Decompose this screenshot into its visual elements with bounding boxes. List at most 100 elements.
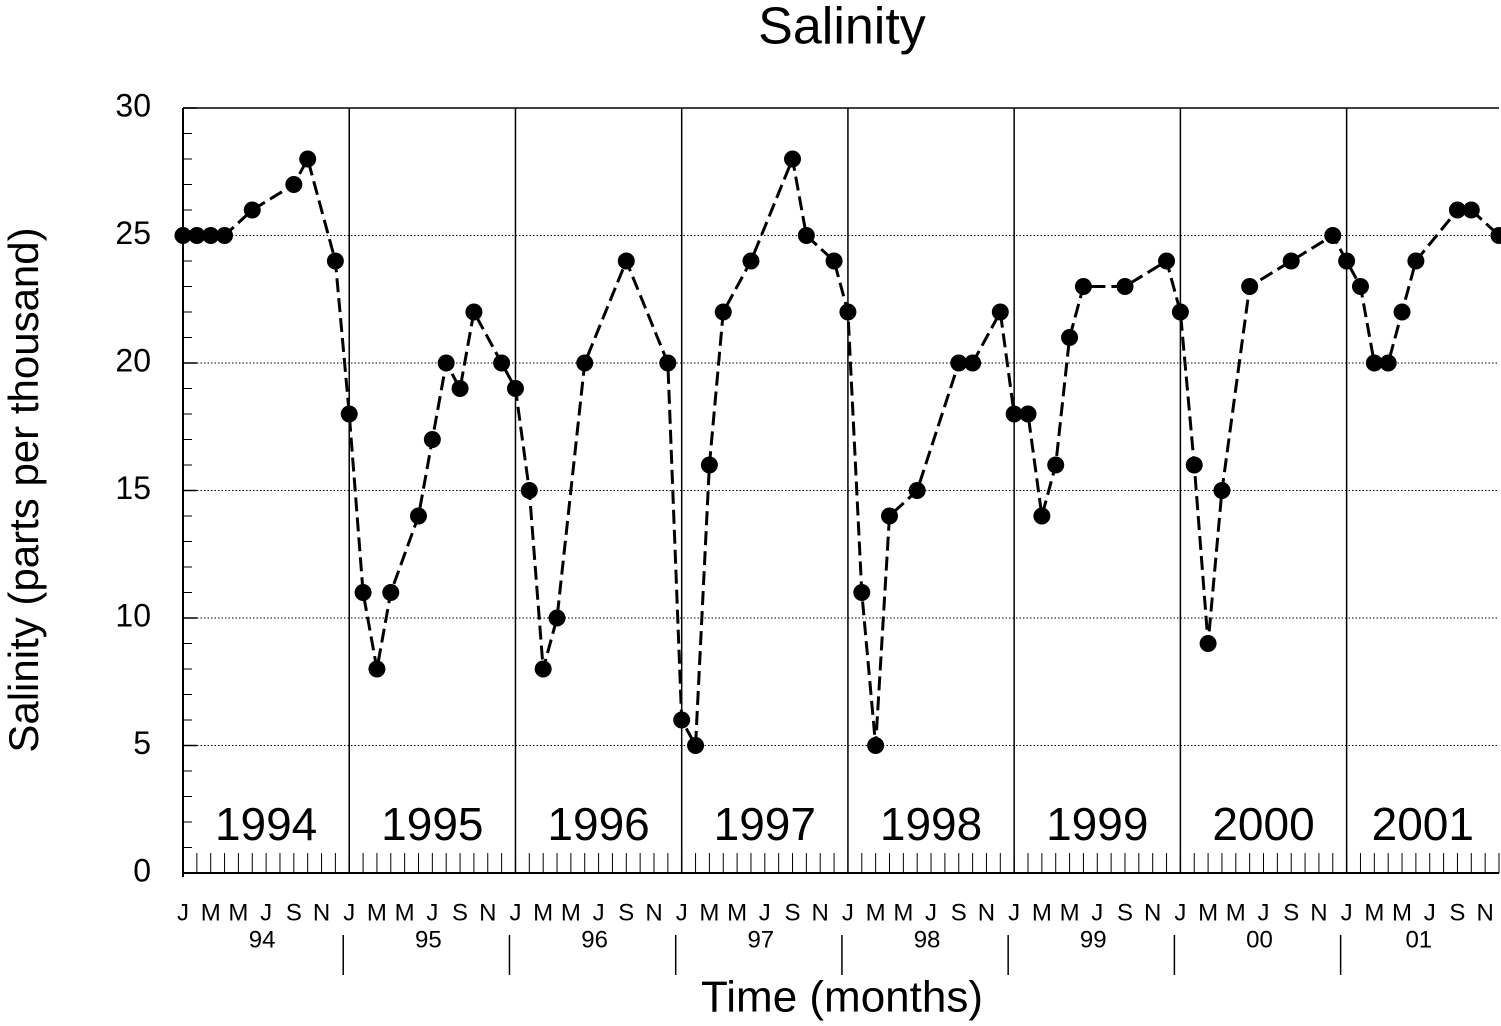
data-point <box>188 227 206 244</box>
x-tick-label: M <box>367 899 387 926</box>
data-point <box>1019 405 1037 423</box>
y-tick-label: 15 <box>115 470 151 506</box>
x-tick-label: N <box>812 899 829 926</box>
x-tick-label: S <box>1117 899 1133 926</box>
x-tick-label: S <box>1449 899 1465 926</box>
data-point <box>451 380 469 397</box>
data-point <box>659 354 677 372</box>
data-point <box>964 354 982 372</box>
x-tick-label: N <box>978 899 995 926</box>
x-tick-label: J <box>426 899 438 926</box>
data-point <box>1365 354 1383 372</box>
data-point <box>493 354 511 372</box>
data-point <box>1448 201 1466 219</box>
data-point <box>326 252 344 270</box>
data-point <box>1199 635 1217 652</box>
data-point <box>1033 507 1051 525</box>
y-tick-label: 10 <box>115 597 151 633</box>
x-tick-label: M <box>1060 899 1080 926</box>
data-point <box>437 354 455 372</box>
data-point <box>880 507 898 525</box>
x-tick-label: M <box>893 899 913 926</box>
data-point <box>174 227 192 244</box>
x-tick-label: J <box>593 899 605 926</box>
data-point <box>506 380 524 397</box>
y-tick-label: 0 <box>133 852 151 888</box>
data-point <box>202 227 220 244</box>
data-point <box>839 303 857 321</box>
data-point <box>797 227 815 244</box>
year-short-label: 00 <box>1246 926 1273 953</box>
data-point <box>1047 456 1065 474</box>
y-tick-label: 30 <box>115 87 151 123</box>
data-point <box>742 252 760 270</box>
x-tick-label: S <box>286 899 302 926</box>
x-tick-label: N <box>1310 899 1327 926</box>
data-point <box>1074 278 1092 295</box>
x-tick-label: J <box>1008 899 1020 926</box>
x-tick-label: J <box>343 899 355 926</box>
data-point <box>534 660 552 678</box>
x-tick-label: J <box>925 899 937 926</box>
data-point <box>950 354 968 372</box>
x-tick-label: M <box>727 899 747 926</box>
data-point <box>216 227 234 244</box>
x-axis-label: Time (months) <box>701 973 983 1022</box>
data-point <box>423 431 441 448</box>
x-tick-label: J <box>842 899 854 926</box>
data-point <box>368 660 386 678</box>
x-tick-label: M <box>1032 899 1052 926</box>
data-point <box>1324 227 1342 244</box>
y-axis-label: Salinity (parts per thousand) <box>0 227 47 752</box>
data-point <box>617 252 635 270</box>
x-tick-label: S <box>452 899 468 926</box>
data-point <box>1158 252 1176 270</box>
data-point <box>1338 252 1356 270</box>
x-tick-label: S <box>951 899 967 926</box>
x-tick-label: S <box>1283 899 1299 926</box>
data-point <box>354 584 372 601</box>
data-point <box>1171 303 1189 321</box>
data-point <box>1116 278 1134 295</box>
year-label: 1994 <box>215 798 317 850</box>
data-point <box>1462 201 1480 219</box>
year-short-label: 95 <box>415 926 442 953</box>
data-point <box>299 150 317 168</box>
data-point <box>908 482 926 499</box>
y-tick-label: 5 <box>133 725 151 761</box>
x-tick-label: S <box>785 899 801 926</box>
data-point <box>465 303 483 321</box>
data-point <box>1407 252 1425 270</box>
data-point <box>784 150 802 168</box>
x-tick-label: M <box>228 899 248 926</box>
year-label: 2000 <box>1212 798 1314 850</box>
data-point <box>1213 482 1231 499</box>
year-short-label: 94 <box>249 926 276 953</box>
data-point <box>548 609 566 627</box>
x-tick-label: J <box>1424 899 1436 926</box>
data-point <box>1241 278 1259 295</box>
year-short-label: 99 <box>1080 926 1107 953</box>
data-point <box>1490 227 1501 244</box>
y-tick-label: 25 <box>115 215 151 251</box>
data-point <box>700 456 718 474</box>
x-tick-label: J <box>1174 899 1186 926</box>
data-point <box>520 482 538 499</box>
data-point <box>1351 278 1369 295</box>
x-tick-label: J <box>759 899 771 926</box>
x-tick-label: M <box>561 899 581 926</box>
data-point <box>714 303 732 321</box>
year-short-label: 98 <box>914 926 941 953</box>
data-point <box>991 303 1009 321</box>
x-tick-label: M <box>699 899 719 926</box>
x-tick-label: M <box>866 899 886 926</box>
data-point <box>1282 252 1300 270</box>
x-tick-label: S <box>618 899 634 926</box>
data-point <box>687 737 705 754</box>
x-tick-label: M <box>201 899 221 926</box>
data-point <box>576 354 594 372</box>
year-label: 1996 <box>547 798 649 850</box>
data-point <box>1005 405 1023 423</box>
x-tick-label: J <box>1341 899 1353 926</box>
